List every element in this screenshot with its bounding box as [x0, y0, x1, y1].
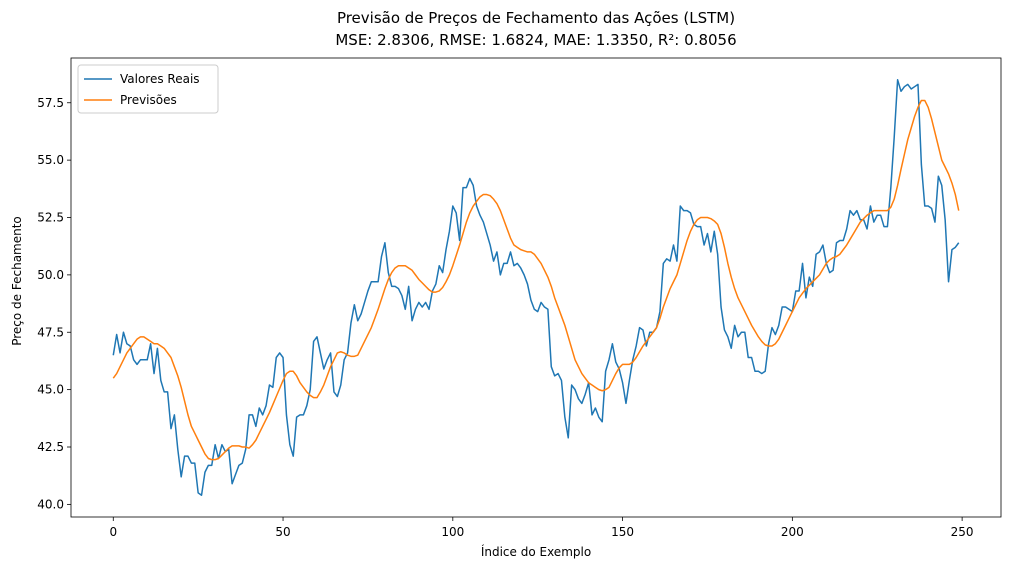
y-tick-label: 42.5	[37, 440, 64, 454]
line-series	[112, 99, 960, 461]
legend-box	[77, 64, 219, 114]
legend-label: Previsões	[120, 93, 177, 107]
y-tick-label: 47.5	[37, 325, 64, 339]
x-tick-label: 250	[951, 525, 974, 539]
x-tick-label: 50	[275, 525, 290, 539]
legend-label: Valores Reais	[120, 72, 200, 86]
chart-subtitle: MSE: 2.8306, RMSE: 1.6824, MAE: 1.3350, …	[335, 31, 736, 49]
y-tick-label: 45.0	[37, 383, 64, 397]
x-tick-label: 150	[611, 525, 634, 539]
x-tick-label: 100	[441, 525, 464, 539]
y-tick-label: 52.5	[37, 211, 64, 225]
y-axis-label: Preço de Fechamento	[10, 216, 24, 346]
y-tick-label: 55.0	[37, 153, 64, 167]
x-axis-label: Índice do Exemplo	[481, 544, 591, 559]
y-tick-label: 57.5	[37, 96, 64, 110]
plot-frame	[70, 57, 1002, 518]
y-tick-label: 40.0	[37, 497, 64, 511]
chart-title: Previsão de Preços de Fechamento das Açõ…	[337, 9, 735, 27]
x-tick-label: 200	[781, 525, 804, 539]
x-tick-label: 0	[109, 525, 117, 539]
line-series	[112, 79, 960, 496]
y-tick-label: 50.0	[37, 268, 64, 282]
